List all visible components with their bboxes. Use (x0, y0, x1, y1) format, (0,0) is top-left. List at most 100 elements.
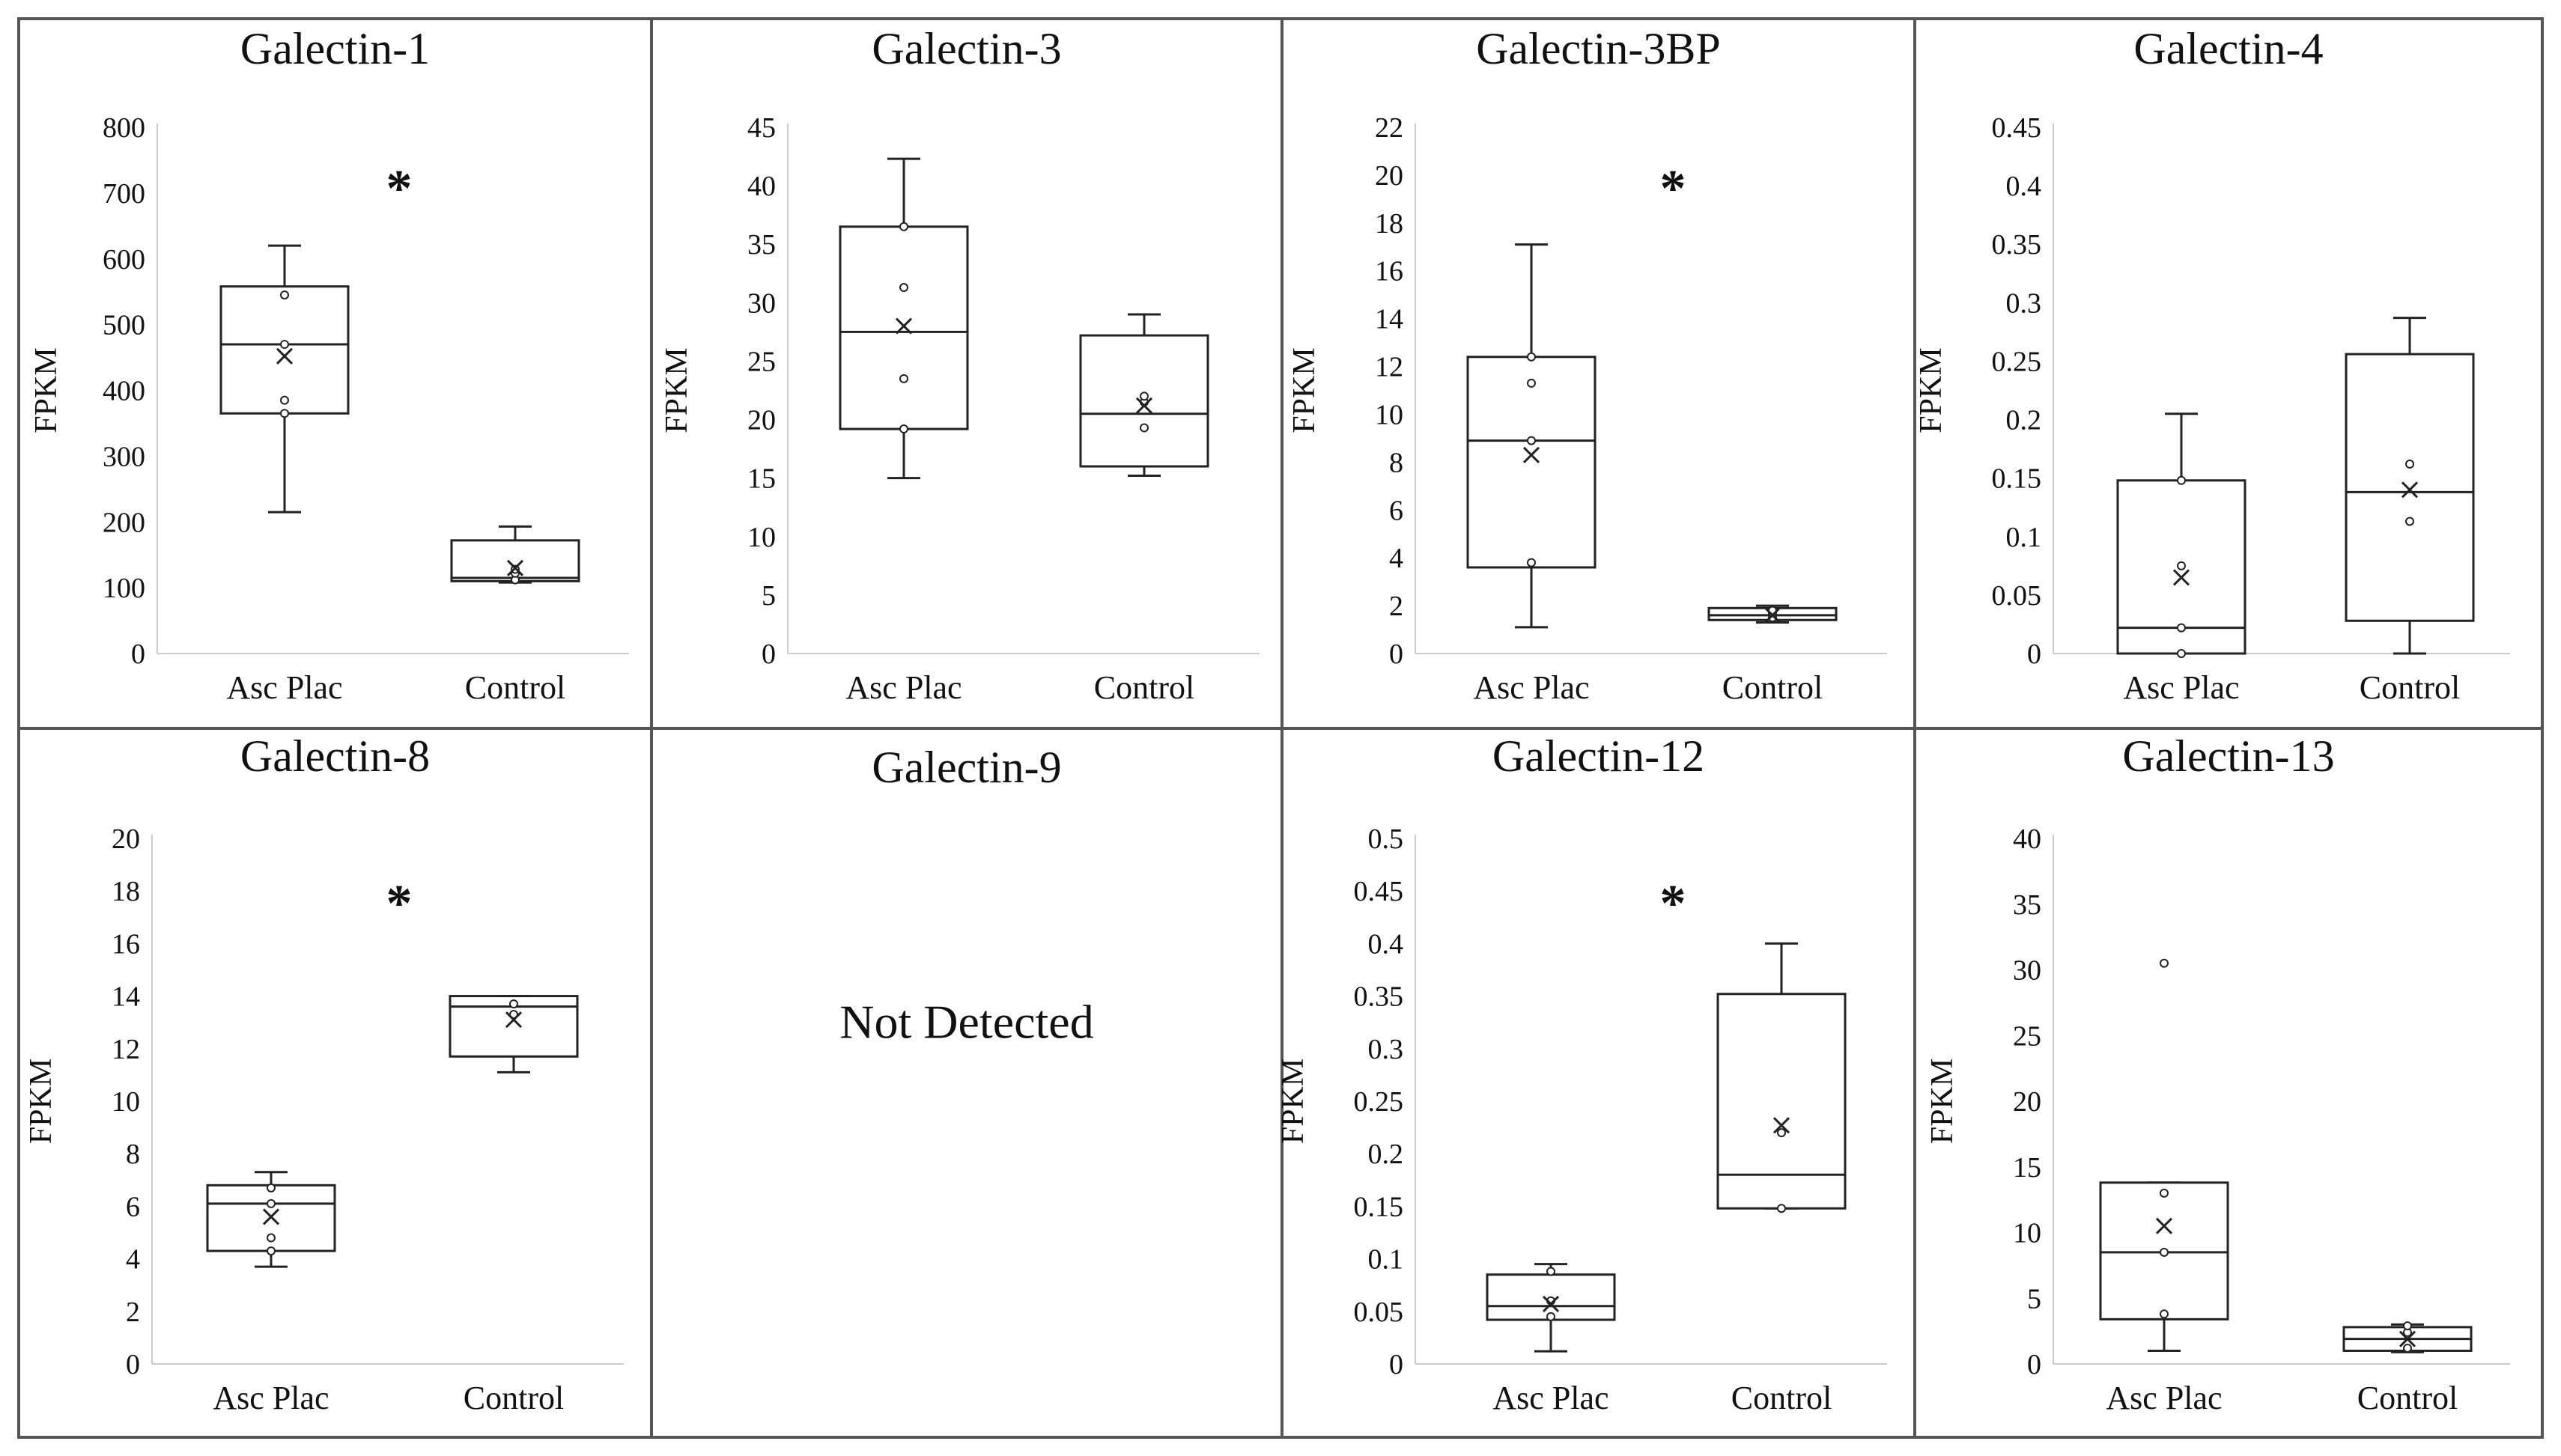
y-tick-label: 35 (747, 229, 776, 261)
data-point (2403, 1343, 2412, 1353)
category-label: Asc Plac (1492, 1380, 1608, 1416)
data-point (1777, 1128, 1786, 1138)
y-tick-label: 20 (112, 823, 140, 855)
y-tick-label: 20 (2013, 1086, 2041, 1118)
y-tick-label: 0 (2027, 1349, 2041, 1380)
y-tick-label: 0.15 (1354, 1191, 1404, 1222)
data-point (2177, 649, 2186, 658)
not-detected-label: Not Detected (839, 996, 1093, 1049)
panel-title: Galectin-4 (2133, 24, 2323, 73)
y-tick-label: 0 (126, 1349, 140, 1380)
y-tick-label: 14 (112, 981, 140, 1013)
category-label: Asc Plac (2106, 1380, 2222, 1416)
box-control (1716, 942, 1847, 1213)
data-point (1527, 558, 1536, 567)
category-label: Control (1731, 1380, 1832, 1416)
iqr-box (219, 285, 350, 415)
y-tick-label: 45 (747, 112, 776, 144)
mean-marker (1763, 606, 1781, 624)
panel-galectin-8: Galectin-8 0 2 4 6 8 10 12 14 16 18 20 FPKM Asc Plac C… (17, 727, 653, 1439)
y-tick-label: 25 (2013, 1020, 2041, 1052)
y-tick-label: 14 (1375, 304, 1403, 335)
y-tick-label: 600 (103, 244, 145, 275)
panel-galectin-3: Galectin-3 0 5 10 15 20 25 30 35 40 45 FPKM Asc Plac… (650, 17, 1283, 730)
panel-galectin-9: Galectin-9 Not Detected (650, 727, 1283, 1439)
data-point (2160, 1247, 2169, 1257)
panel-galectin-3bp: Galectin-3BP 0 2 4 6 8 10 12 14 16 18 20 22 FPKM Asc P… (1280, 17, 1916, 730)
panel-title: Galectin-8 (240, 731, 430, 781)
iqr-box (2345, 353, 2475, 622)
y-tick-label: 20 (1375, 160, 1403, 192)
data-point (1527, 378, 1536, 388)
data-point (267, 1198, 276, 1208)
box-asc-plac (2099, 958, 2229, 1352)
data-point (899, 283, 908, 293)
y-tick-label: 6 (1389, 495, 1403, 526)
data-point (2405, 459, 2414, 469)
y-tick-label: 15 (747, 463, 776, 495)
data-point (2405, 517, 2414, 526)
box-asc-plac (2116, 412, 2246, 658)
data-point (280, 409, 289, 418)
y-tick-label: 0.1 (2006, 522, 2042, 553)
y-tick-label: 25 (747, 346, 776, 377)
y-tick-label: 300 (103, 441, 145, 472)
y-tick-label: 0.3 (2006, 287, 2042, 319)
data-point (2160, 958, 2169, 968)
iqr-box (1466, 356, 1597, 569)
data-point (1527, 436, 1536, 445)
category-label: Asc Plac (1473, 669, 1589, 706)
panel-frame (1913, 727, 2544, 1439)
data-point (2160, 1188, 2169, 1198)
box-asc-plac (1466, 243, 1597, 629)
data-point (899, 424, 908, 434)
mean-marker (895, 317, 913, 335)
mean-marker (262, 1208, 280, 1225)
y-tick-label: 16 (112, 928, 140, 960)
mean-marker (2172, 569, 2190, 586)
y-tick-label: 0 (762, 639, 776, 670)
mean-marker (2401, 481, 2419, 499)
significance-star: * (1660, 875, 1686, 933)
y-tick-label: 18 (1375, 208, 1403, 240)
box-control (2345, 317, 2475, 655)
category-label: Control (2357, 1380, 2458, 1416)
data-point (280, 339, 289, 349)
data-point (2177, 623, 2186, 633)
y-tick-label: 12 (1375, 352, 1403, 383)
data-point (899, 374, 908, 383)
category-label: Control (1722, 669, 1823, 706)
category-label: Control (1094, 669, 1194, 706)
y-tick-label: 0.2 (1368, 1139, 1404, 1170)
y-tick-label: 0.45 (1354, 876, 1404, 907)
y-tick-label: 0 (1389, 639, 1403, 670)
y-tick-label: 0.4 (1368, 928, 1404, 960)
y-tick-label: 10 (112, 1086, 140, 1118)
y-tick-label: 0.5 (1368, 823, 1404, 855)
panel-title: Galectin-12 (1492, 731, 1704, 781)
y-tick-label: 35 (2013, 889, 2041, 921)
y-tick-label: 400 (103, 376, 145, 407)
y-tick-label: 0.05 (1992, 580, 2042, 612)
data-point (280, 290, 289, 300)
category-label: Control (465, 669, 565, 706)
y-tick-label: 200 (103, 507, 145, 538)
data-point (1546, 1312, 1555, 1321)
y-axis-label: FPKM (29, 347, 64, 433)
box-asc-plac (1486, 1263, 1616, 1353)
y-tick-label: 0 (1389, 1349, 1403, 1380)
panel-title: Galectin-3BP (1476, 24, 1721, 73)
data-point (280, 395, 289, 405)
y-tick-label: 0.2 (2006, 405, 2042, 436)
y-tick-label: 0.3 (1368, 1034, 1404, 1065)
y-tick-label: 40 (747, 171, 776, 202)
box-control (2342, 1321, 2473, 1353)
y-tick-label: 16 (1375, 256, 1403, 287)
y-tick-label: 8 (1389, 447, 1403, 478)
mean-marker (1135, 397, 1153, 414)
y-axis-label: FPKM (1914, 347, 1948, 433)
category-label: Asc Plac (213, 1380, 329, 1416)
data-point (899, 222, 908, 231)
y-tick-label: 0.4 (2006, 171, 2042, 202)
mean-marker (1772, 1117, 1790, 1134)
